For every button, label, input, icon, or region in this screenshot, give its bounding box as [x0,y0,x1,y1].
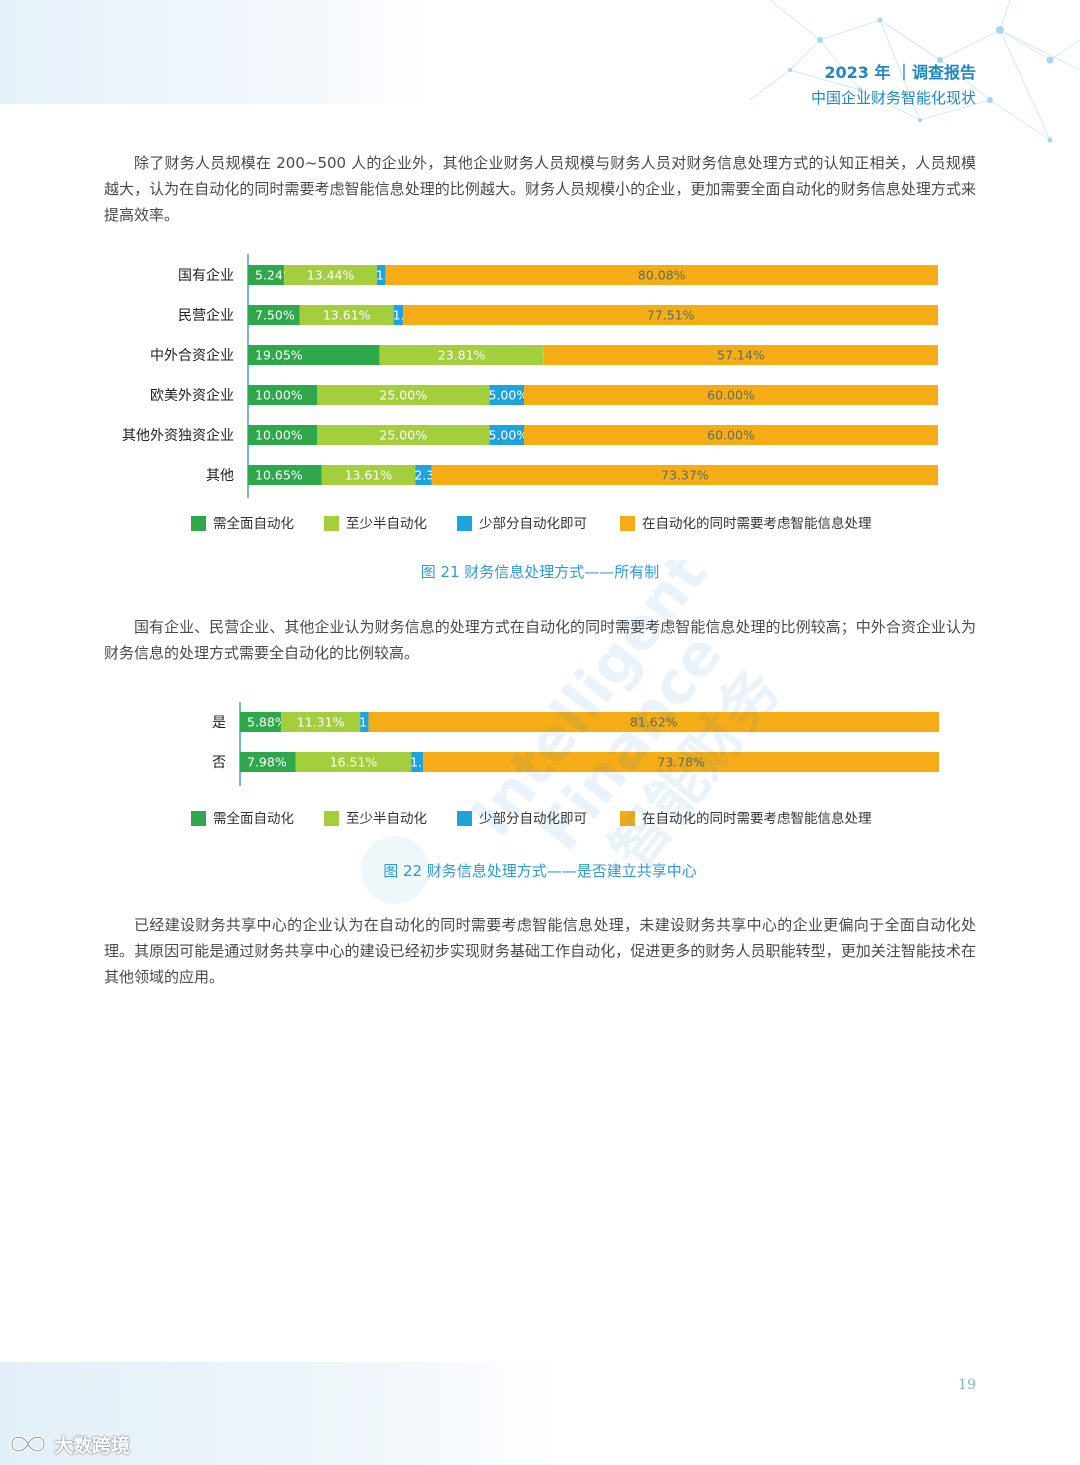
legend-label: 至少半自动化 [346,811,427,827]
data-label: 13.44% [307,268,355,283]
category-label: 中外合资企业 [150,347,234,364]
footer-band [0,1362,560,1465]
legend-label: 需全面自动化 [213,810,294,827]
bar-segment [411,752,424,772]
legend-swatch [457,516,472,531]
bar-segment [376,265,386,285]
legend-label: 少部分自动化即可 [479,516,587,532]
category-label: 否 [212,755,226,771]
bar-segment [489,425,524,445]
data-label: 19.05% [255,348,303,363]
legend-swatch [191,811,206,826]
legend-swatch [324,811,339,826]
chart-ownership: 国有企业5.24%13.44%1.24%80.08%民营企业7.50%13.61… [122,254,938,532]
data-label: 77.51% [647,308,695,323]
bar-segment [317,425,490,445]
bar-segment [240,752,296,772]
bar-segment [385,265,938,285]
header-band [0,0,430,104]
legend-label: 在自动化的同时需要考虑智能信息处理 [642,515,872,532]
legend-label: 至少半自动化 [346,516,427,532]
legend-label: 少部分自动化即可 [479,811,587,827]
category-label: 是 [212,715,226,731]
network-decoration [750,0,1080,143]
category-label: 其他 [206,468,234,484]
corner-logo: 大数跨境 [8,1428,130,1460]
corner-logo-text: 大数跨境 [54,1434,131,1457]
data-label: 7.98% [247,755,287,770]
data-label: 5.88% [247,715,287,730]
bar-segment [403,305,938,325]
report-header: 2023 年 ｜调查报告 中国企业财务智能化现状 [811,60,976,110]
bar-segment [248,345,380,365]
category-label: 国有企业 [178,267,234,284]
data-label: 10.65% [255,468,303,483]
bar-segment [321,465,416,485]
bar-segment [248,305,300,325]
data-label: 25.00% [379,428,427,443]
bar-segment [489,385,524,405]
data-label: 5.00% [489,428,529,443]
legend-label: 需全面自动化 [213,515,294,532]
bar-segment [317,385,490,405]
legend-label: 在自动化的同时需要考虑智能信息处理 [642,810,872,827]
data-label: 73.78% [657,755,705,770]
data-label: 57.14% [717,348,765,363]
data-label: 13.61% [323,308,371,323]
bar-segment [299,305,394,325]
bar-segment [368,712,939,732]
data-label: 10.00% [255,428,303,443]
bar-segment [379,345,544,365]
legend-swatch [324,516,339,531]
report-year-title: 2023 年 ｜调查报告 [824,63,976,82]
page-number: 19 [958,1377,976,1393]
legend-swatch [620,811,635,826]
paragraph-1: 除了财务人员规模在 200~500 人的企业外，其他企业财务人员规模与财务人员对… [104,154,976,224]
bar-segment [248,465,322,485]
legend-swatch [191,516,206,531]
data-label: 73.37% [661,468,709,483]
data-label: 5.00% [489,388,529,403]
infinity-logo-icon [10,1435,46,1453]
chart-shared-center: 是5.88%11.31%1.19%81.62%否7.98%16.51%1.74%… [191,702,940,827]
figure-22-caption: 图 22 财务信息处理方式——是否建立共享中心 [383,862,697,880]
data-label: 11.31% [297,715,345,730]
data-label: 60.00% [707,428,755,443]
paragraph-3: 已经建设财务共享中心的企业认为在自动化的同时需要考虑智能信息处理，未建设财务共享… [104,916,976,986]
bar-segment [248,425,317,445]
data-label: 81.62% [630,715,678,730]
bar-segment [393,305,404,325]
data-label: 16.51% [330,755,378,770]
data-label: 23.81% [438,348,486,363]
bar-segment [248,265,285,285]
category-label: 民营企业 [178,307,234,324]
legend-swatch [620,516,635,531]
bar-segment [284,265,377,285]
bar-segment [295,752,412,772]
bar-segment [423,752,940,772]
data-label: 7.50% [255,308,295,323]
data-label: 13.61% [345,468,393,483]
report-subtitle: 中国企业财务智能化现状 [810,89,976,107]
bar-segment [524,425,938,445]
data-label: 25.00% [379,388,427,403]
bar-segment [415,465,432,485]
bar-segment [543,345,938,365]
data-label: 60.00% [707,388,755,403]
bar-segment [431,465,938,485]
bar-segment [240,712,282,732]
data-label: 80.08% [638,268,686,283]
figure-21-caption: 图 21 财务信息处理方式——所有制 [420,563,660,581]
bar-segment [248,385,317,405]
legend-swatch [457,811,472,826]
category-label: 其他外资独资企业 [122,427,234,444]
bar-segment [360,712,369,732]
bar-segment [524,385,938,405]
data-label: 10.00% [255,388,303,403]
paragraph-2: 国有企业、民营企业、其他企业认为财务信息的处理方式在自动化的同时需要考虑智能信息… [104,618,976,662]
bar-segment [281,712,361,732]
category-label: 欧美外资企业 [150,387,234,404]
